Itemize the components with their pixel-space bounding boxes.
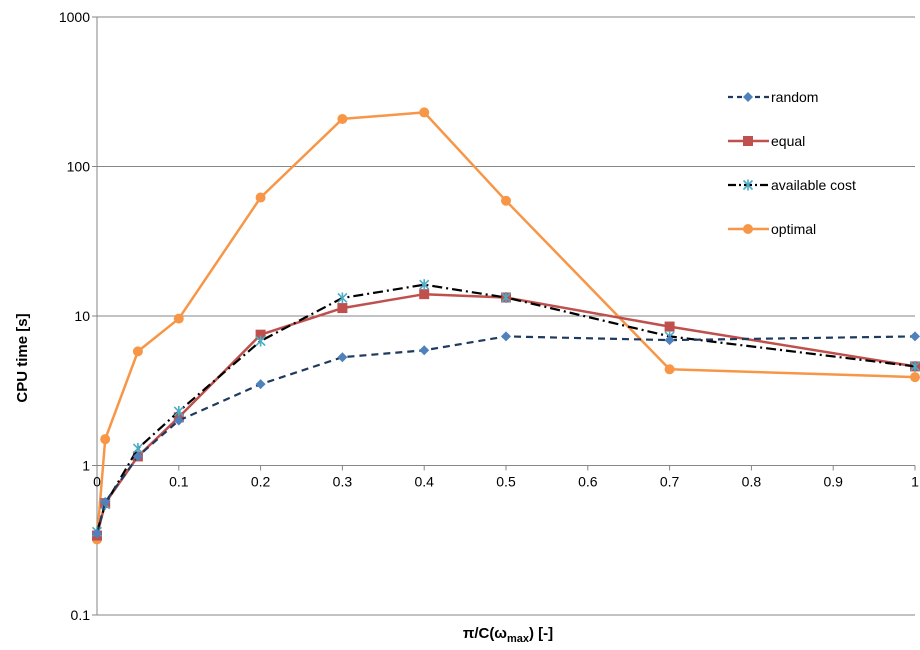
data-point-available-cost-5: [337, 292, 348, 304]
data-point-equal-5: [337, 303, 348, 314]
legend-item-random: random: [728, 89, 818, 105]
series-line-available-cost: [95, 283, 916, 533]
data-point-random-9: [910, 331, 920, 342]
data-point-optimal-5: [337, 113, 348, 124]
x-tick-label-0.3: 0.3: [333, 474, 353, 490]
x-tick-label-0.9: 0.9: [823, 474, 843, 490]
legend-item-available-cost: available cost: [728, 177, 856, 193]
x-tick-label-0.2: 0.2: [251, 474, 271, 490]
x-axis-title-prefix: π/C(ω: [463, 625, 507, 642]
data-point-random-3: [173, 415, 184, 426]
data-point-random-2: [132, 451, 143, 462]
legend-label-equal: equal: [771, 133, 805, 149]
legend-label-available-cost: available cost: [771, 177, 856, 193]
x-tick-label-0.8: 0.8: [742, 474, 762, 490]
data-point-equal-4: [255, 329, 266, 340]
data-point-optimal-2: [132, 346, 143, 357]
data-point-available-cost-3: [173, 405, 184, 417]
legend: random equal available cost optimal: [728, 89, 856, 237]
legend-marker-available-cost: [742, 179, 754, 191]
data-point-optimal-3: [173, 313, 184, 324]
legend-marker-random: [743, 92, 753, 102]
legend-marker-optimal: [743, 224, 753, 234]
data-point-random-8: [664, 335, 675, 346]
x-tick-label-0: 0: [93, 474, 101, 490]
y-tick-label-100: 100: [67, 159, 91, 175]
x-axis-title: π/C(ωmax) [-]: [463, 625, 553, 645]
x-tick-label-0.6: 0.6: [578, 474, 598, 490]
data-point-optimal-4: [255, 192, 266, 203]
y-tick-label-1000: 1000: [59, 9, 90, 25]
data-point-random-4: [255, 379, 266, 390]
series-line-optimal: [95, 111, 916, 540]
y-axis-title: CPU time [s]: [14, 313, 31, 402]
legend-marker-equal: [743, 136, 753, 146]
data-point-random-6: [419, 345, 430, 356]
data-point-equal-6: [419, 289, 430, 300]
y-tick-label-10: 10: [74, 308, 90, 324]
x-tick-label-0.1: 0.1: [169, 474, 189, 490]
legend-label-random: random: [771, 89, 818, 105]
data-point-random-0: [92, 528, 102, 539]
legend-item-equal: equal: [728, 133, 805, 149]
data-point-optimal-7: [501, 195, 511, 206]
x-axis-title-subscript: max: [507, 633, 530, 645]
data-point-available-cost-9: [909, 360, 920, 372]
data-point-optimal-6: [419, 107, 430, 118]
x-tick-label-0.7: 0.7: [660, 474, 680, 490]
data-point-optimal-9: [910, 372, 920, 383]
x-tick-label-1: 1: [911, 474, 919, 490]
data-point-available-cost-4: [255, 335, 266, 347]
data-point-random-7: [501, 331, 511, 342]
data-point-random-5: [337, 352, 348, 363]
legend-label-optimal: optimal: [771, 221, 816, 237]
x-tick-label-0.5: 0.5: [496, 474, 516, 490]
data-point-optimal-1: [100, 434, 111, 445]
x-axis-title-suffix: ) [-]: [529, 625, 553, 642]
series-random: [92, 331, 920, 539]
x-tick-label-0.4: 0.4: [414, 474, 434, 490]
tick-labels: 0.1 1 10 100 1000 0 0.1 0.2 0.3 0.4 0.5 0.6 0.7 0.8 0.…: [59, 9, 919, 623]
y-tick-label-0.1: 0.1: [71, 607, 91, 623]
series-layer: [91, 107, 920, 545]
data-point-random-1: [100, 496, 111, 507]
series-line-random: [95, 335, 916, 534]
y-tick-label-1: 1: [82, 458, 90, 474]
legend-item-optimal: optimal: [728, 221, 816, 237]
data-point-equal-8: [664, 321, 675, 332]
data-point-available-cost-7: [500, 291, 512, 303]
data-point-available-cost-6: [419, 279, 430, 291]
data-point-optimal-8: [664, 364, 675, 375]
